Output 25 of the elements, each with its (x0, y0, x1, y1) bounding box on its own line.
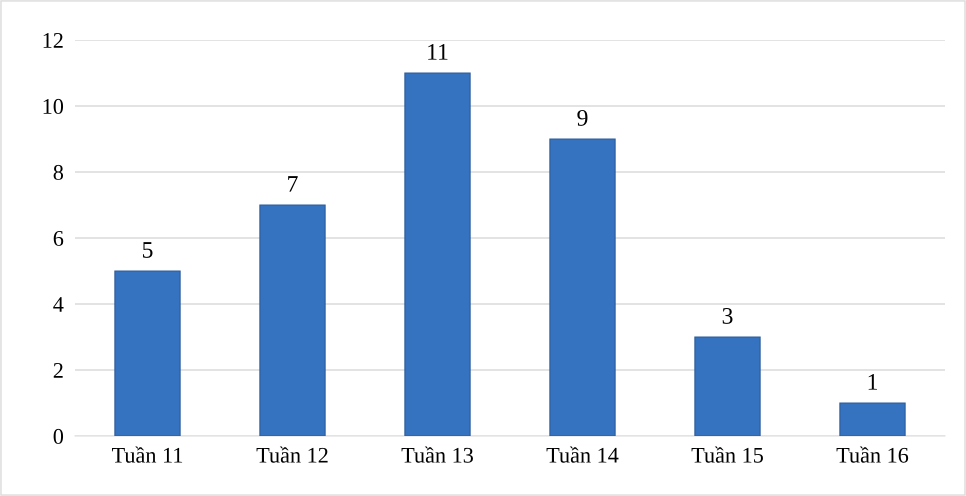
data-label: 7 (288, 176, 298, 192)
bar (114, 270, 181, 436)
y-tick-label: 0 (54, 428, 64, 444)
bar (839, 402, 906, 436)
x-tick-label: Tuần 11 (112, 446, 182, 463)
data-label: 9 (577, 110, 588, 126)
x-tick-label: Tuần 15 (692, 446, 763, 463)
data-label: 11 (428, 44, 448, 60)
x-tick-label: Tuần 13 (402, 446, 473, 463)
y-tick-label: 2 (54, 362, 63, 378)
data-label: 1 (868, 374, 877, 390)
y-tick-label: 6 (54, 230, 64, 246)
bar (404, 72, 471, 436)
y-tick-label: 12 (44, 32, 63, 48)
x-tick-label: Tuần 16 (836, 446, 908, 463)
data-label: 3 (722, 308, 732, 324)
bar (549, 138, 616, 436)
y-tick-label: 10 (44, 98, 64, 114)
y-tick-label: 8 (54, 164, 64, 180)
x-tick-label: Tuần 14 (546, 446, 618, 463)
bar (259, 204, 326, 436)
y-tick-label: 4 (53, 297, 64, 312)
data-label: 5 (142, 242, 152, 258)
bar (694, 336, 761, 436)
x-tick-label: Tuần 12 (256, 446, 328, 463)
